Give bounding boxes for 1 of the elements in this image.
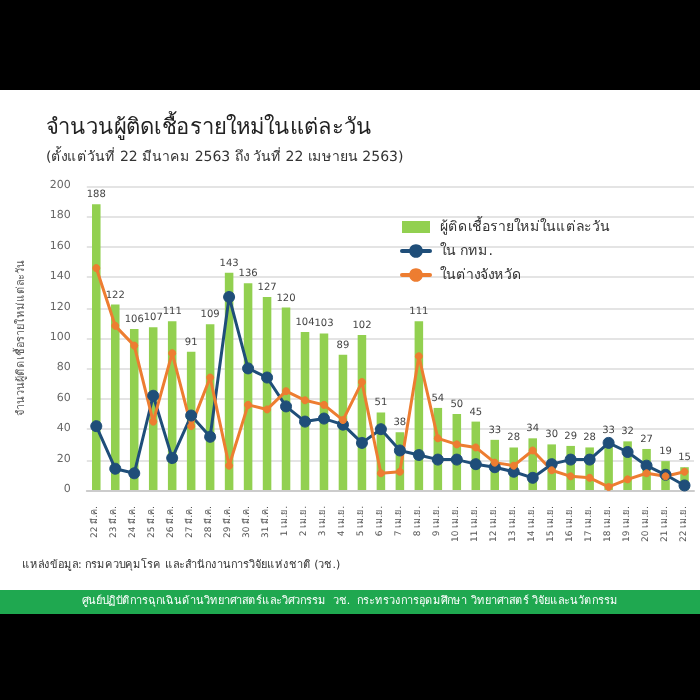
chart-title: จำนวนผู้ติดเชื้อรายใหม่ในแต่ละวัน [46,110,372,140]
